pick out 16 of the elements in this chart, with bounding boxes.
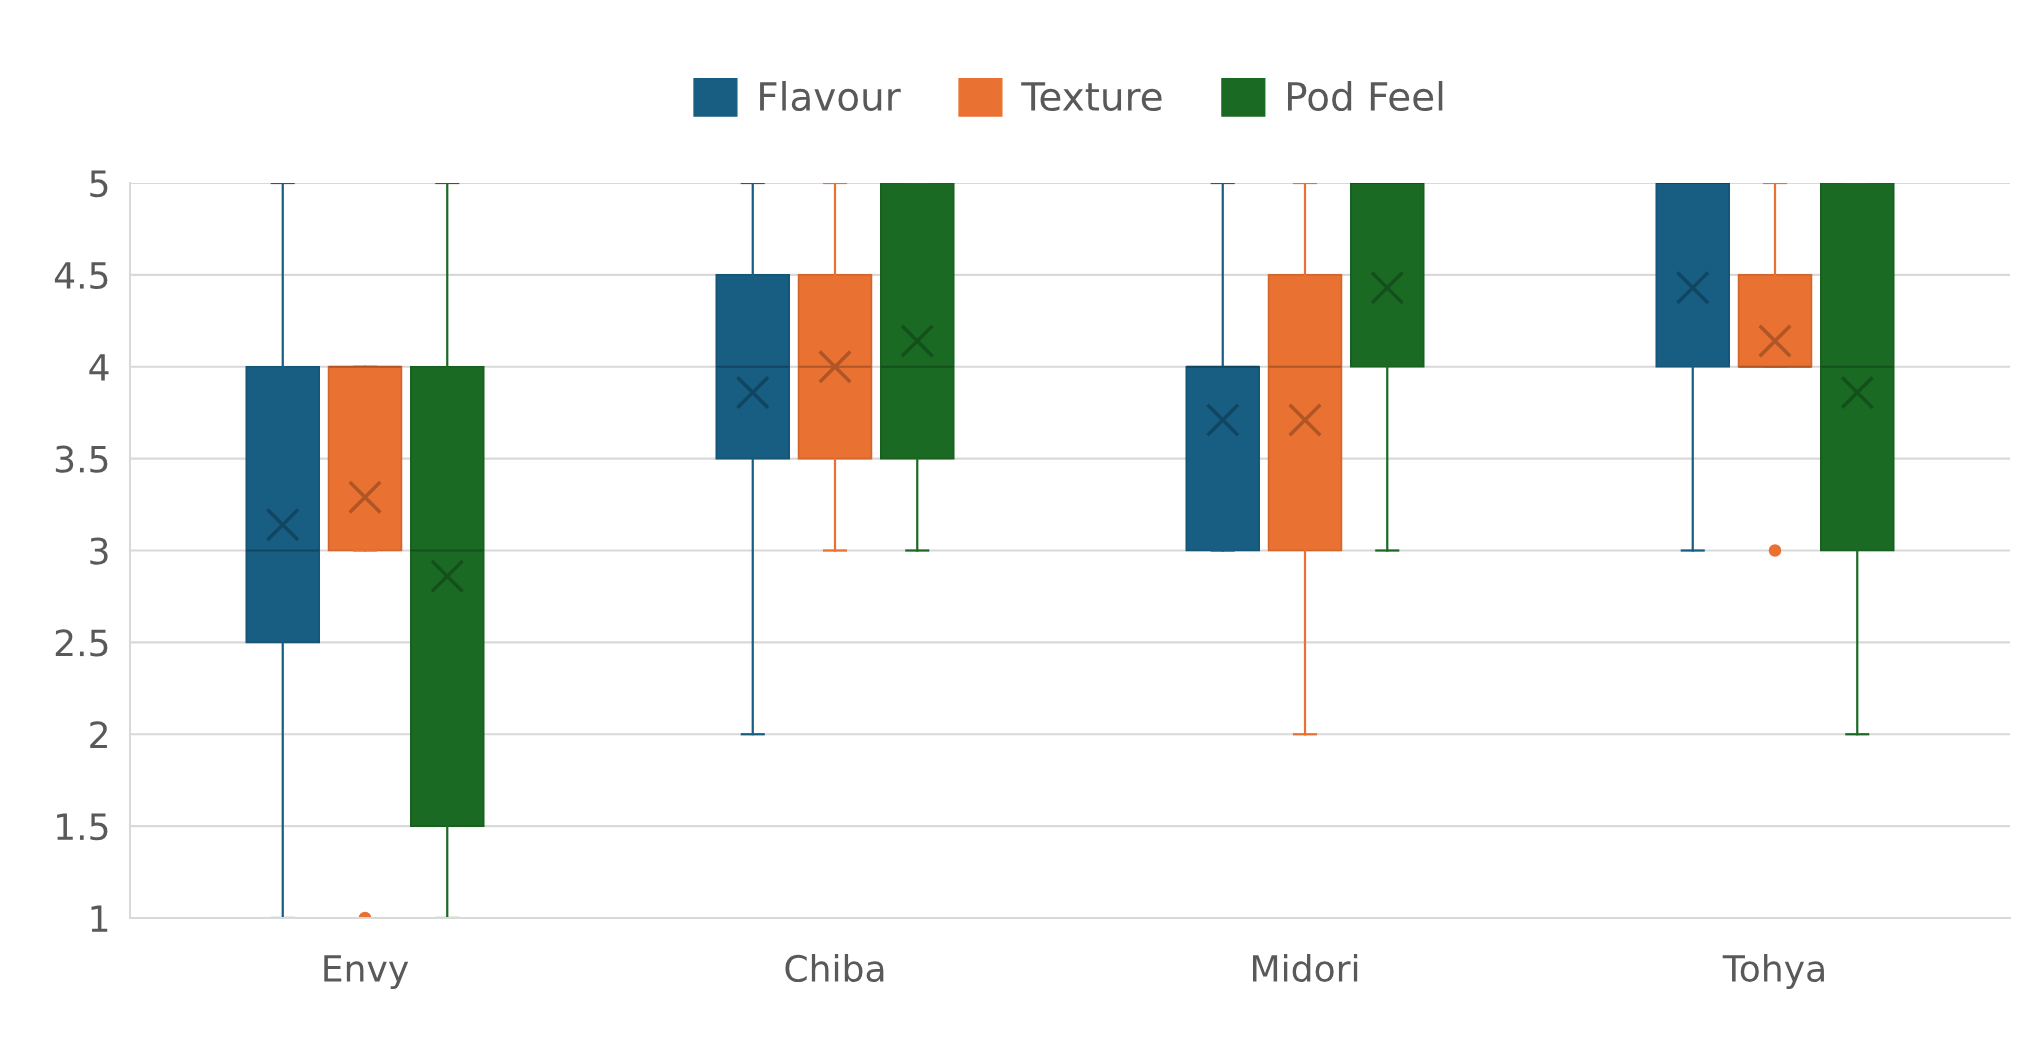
x-tick-label: Envy	[324, 955, 409, 990]
y-tick-label: 1	[91, 905, 108, 932]
legend-label: Pod Feel	[1287, 80, 1443, 112]
y-tick-label: 2.5	[55, 629, 108, 657]
y-tick-label: 5	[90, 170, 108, 198]
legend-label: Flavour	[760, 80, 901, 112]
x-tick-label: Tohya	[1722, 954, 1824, 990]
x-tick-label: Chiba	[785, 954, 884, 983]
y-tick-label: 4	[89, 354, 109, 381]
y-tick-label: 3	[90, 537, 108, 565]
y-tick-label: 2	[90, 721, 107, 748]
y-tick-label: 4.5	[54, 262, 108, 290]
legend-label: Texture	[1021, 82, 1162, 112]
y-tick-label: 3.5	[55, 445, 108, 473]
x-tick-label: Midori	[1253, 954, 1358, 983]
y-tick-label: 1.5	[57, 813, 108, 841]
